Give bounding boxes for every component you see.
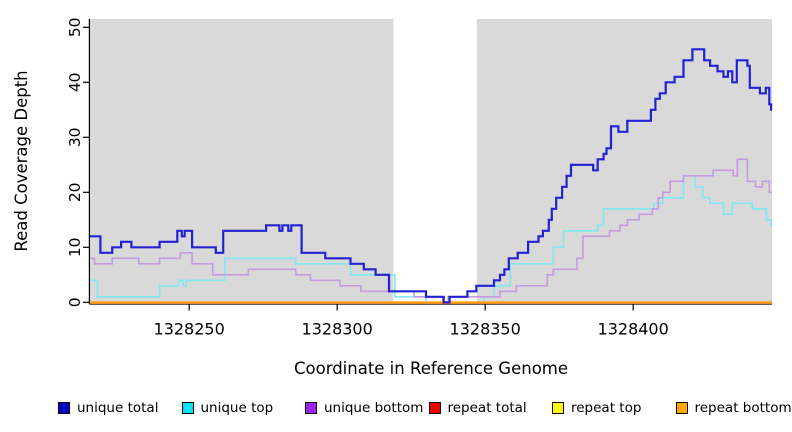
x-tick-label: 1328250 — [154, 320, 225, 339]
coverage-plot: 0 10 20 30 40 50 1328250 1328300 1328350 1328400 C… — [12, 17, 773, 378]
x-tick-label: 1328400 — [598, 320, 669, 339]
legend-label: unique top — [200, 400, 274, 416]
y-tick-label: 40 — [66, 72, 84, 92]
legend-item-unique-top: unique top — [181, 398, 274, 418]
y-tick-label: 10 — [66, 237, 84, 257]
legend-label: repeat bottom — [694, 400, 792, 416]
no-coverage-gap-band — [393, 19, 477, 303]
series-unique-top — [90, 175, 772, 304]
legend-swatch-icon — [181, 402, 194, 414]
legend-swatch-icon — [428, 402, 441, 414]
legend: unique total unique top unique bottom repea… — [0, 398, 792, 422]
legend-item-repeat-bottom: repeat bottom — [675, 398, 792, 418]
x-axis-title: Coordinate in Reference Genome — [294, 359, 568, 378]
y-tick-label: 30 — [66, 127, 84, 147]
x-tick-label: 1328350 — [450, 320, 521, 339]
legend-label: unique total — [77, 400, 159, 416]
y-axis-title: Read Coverage Depth — [12, 70, 31, 251]
y-tick-label: 0 — [66, 297, 84, 307]
legend-swatch-icon — [305, 402, 317, 414]
series-unique-total — [90, 48, 773, 304]
legend-swatch-icon — [58, 402, 70, 414]
legend-item-unique-total: unique total — [58, 398, 158, 418]
legend-label: repeat total — [447, 400, 527, 416]
legend-label: unique bottom — [324, 400, 424, 416]
y-tick-label: 20 — [66, 182, 84, 202]
legend-item-repeat-total: repeat total — [428, 398, 527, 418]
legend-swatch-icon — [675, 402, 688, 414]
legend-swatch-icon — [552, 402, 564, 414]
series-unique-bottom — [90, 158, 772, 304]
x-tick-label: 1328300 — [302, 320, 373, 339]
y-tick-label: 50 — [66, 17, 84, 37]
legend-item-unique-bottom: unique bottom — [305, 398, 423, 418]
legend-label: repeat top — [571, 400, 642, 416]
legend-item-repeat-top: repeat top — [552, 398, 641, 418]
